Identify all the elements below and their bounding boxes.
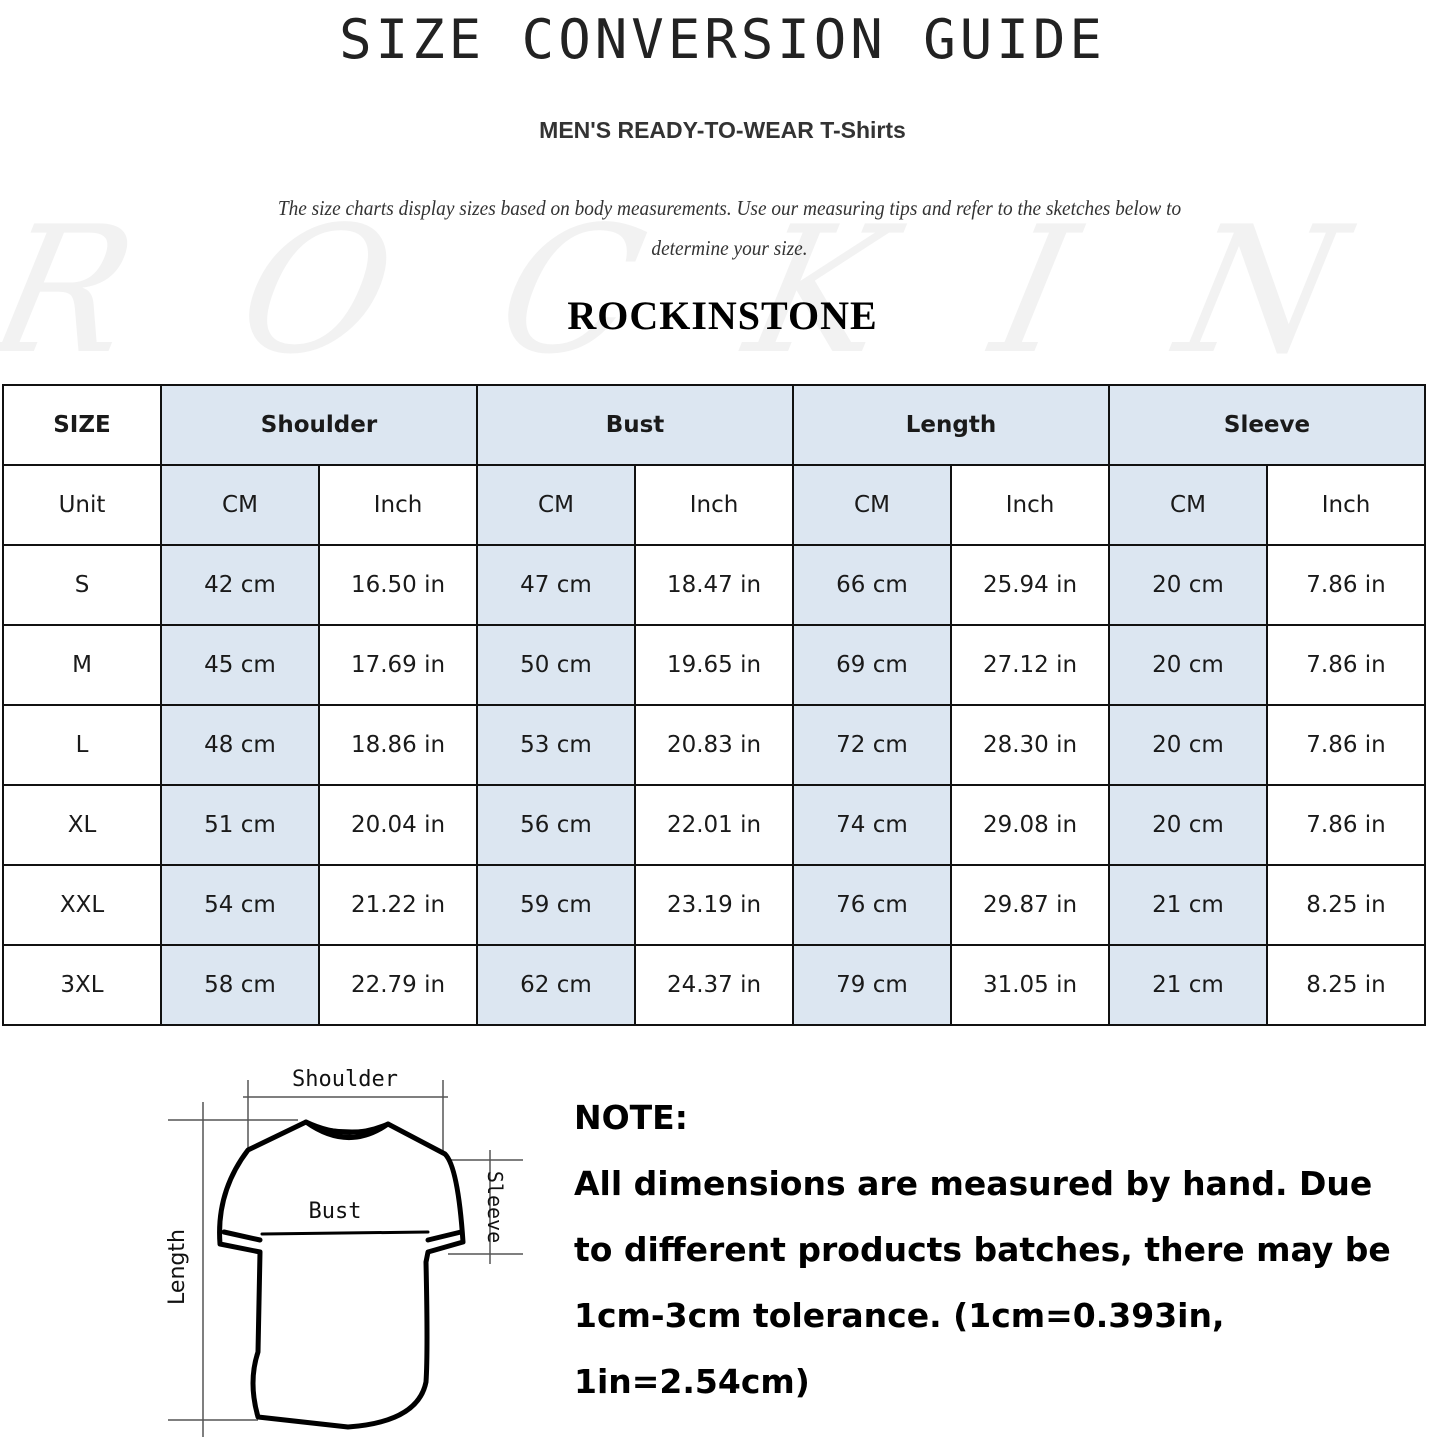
size-table: SIZE Shoulder Bust Length Sleeve Unit CM… [2,384,1426,1026]
bust-cm-cell: 56 cm [476,784,636,866]
unit-row: Unit CM Inch CM Inch CM Inch CM Inch [2,464,1426,546]
size-cell: L [2,704,162,786]
group-header-bust: Bust [476,384,794,466]
length-inch-cell: 29.87 in [950,864,1110,946]
table-row: XL 51 cm 20.04 in 56 cm 22.01 in 74 cm 29.08 i… [2,784,1426,866]
shoulder-cm-cell: 42 cm [160,544,320,626]
size-cell: XL [2,784,162,866]
page-title: SIZE CONVERSION GUIDE [339,8,1106,71]
sleeve-inch-cell: 7.86 in [1266,784,1426,866]
length-inch-cell: 29.08 in [950,784,1110,866]
length-label: Length [165,1229,190,1305]
length-inch-cell: 28.30 in [950,704,1110,786]
shoulder-cm-cell: 48 cm [160,704,320,786]
description: The size charts display sizes based on b… [277,196,1182,260]
sleeve-cm-cell: 20 cm [1108,624,1268,706]
length-inch-cell: 25.94 in [950,544,1110,626]
bust-inch-cell: 24.37 in [634,944,794,1026]
size-header: SIZE [2,384,162,466]
shoulder-inch-cell: 17.69 in [318,624,478,706]
shoulder-inch-cell: 16.50 in [318,544,478,626]
sleeve-inch-cell: 7.86 in [1266,624,1426,706]
sleeve-inch-cell: 7.86 in [1266,704,1426,786]
table-row: S 42 cm 16.50 in 47 cm 18.47 in 66 cm 25.94 in… [2,544,1426,626]
unit-cm: CM [476,464,636,546]
table-row: L 48 cm 18.86 in 53 cm 20.83 in 72 cm 28.30 in… [2,704,1426,786]
shoulder-inch-cell: 22.79 in [318,944,478,1026]
size-cell: XXL [2,864,162,946]
tshirt-measurement-sketch: Shoulder Bust Length Sleeve [148,1052,543,1442]
table-header-row: SIZE Shoulder Bust Length Sleeve [2,384,1426,466]
sleeve-cm-cell: 20 cm [1108,544,1268,626]
sleeve-cm-cell: 20 cm [1108,784,1268,866]
size-cell: M [2,624,162,706]
note-text: All dimensions are measured by hand. Due… [574,1164,1391,1401]
bust-inch-cell: 18.47 in [634,544,794,626]
sleeve-cm-cell: 20 cm [1108,704,1268,786]
unit-inch: Inch [1266,464,1426,546]
note-heading: NOTE: [574,1098,688,1137]
tshirt-icon: Shoulder Bust Length Sleeve [165,1067,523,1437]
size-cell: 3XL [2,944,162,1026]
table-row: XXL 54 cm 21.22 in 59 cm 23.19 in 76 cm 29.87 … [2,864,1426,946]
sleeve-cm-cell: 21 cm [1108,944,1268,1026]
unit-inch: Inch [318,464,478,546]
length-cm-cell: 76 cm [792,864,952,946]
bust-cm-cell: 47 cm [476,544,636,626]
bust-cm-cell: 50 cm [476,624,636,706]
bust-inch-cell: 23.19 in [634,864,794,946]
unit-cm: CM [1108,464,1268,546]
group-header-sleeve: Sleeve [1108,384,1426,466]
length-inch-cell: 27.12 in [950,624,1110,706]
bust-cm-cell: 53 cm [476,704,636,786]
table-row: 3XL 58 cm 22.79 in 62 cm 24.37 in 79 cm 31.05 … [2,944,1426,1026]
bust-inch-cell: 19.65 in [634,624,794,706]
length-cm-cell: 66 cm [792,544,952,626]
brand-name: ROCKINSTONE [567,293,878,338]
shoulder-inch-cell: 18.86 in [318,704,478,786]
bust-cm-cell: 62 cm [476,944,636,1026]
unit-inch: Inch [634,464,794,546]
bust-inch-cell: 20.83 in [634,704,794,786]
sleeve-cm-cell: 21 cm [1108,864,1268,946]
bust-label: Bust [309,1199,362,1224]
length-cm-cell: 74 cm [792,784,952,866]
length-cm-cell: 79 cm [792,944,952,1026]
length-cm-cell: 69 cm [792,624,952,706]
shoulder-cm-cell: 54 cm [160,864,320,946]
unit-inch: Inch [950,464,1110,546]
unit-cm: CM [792,464,952,546]
shoulder-cm-cell: 45 cm [160,624,320,706]
group-header-length: Length [792,384,1110,466]
bust-inch-cell: 22.01 in [634,784,794,866]
sleeve-inch-cell: 8.25 in [1266,944,1426,1026]
shoulder-cm-cell: 51 cm [160,784,320,866]
page-subtitle: MEN'S READY-TO-WEAR T-Shirts [539,117,906,143]
sleeve-inch-cell: 7.86 in [1266,544,1426,626]
shoulder-inch-cell: 21.22 in [318,864,478,946]
note: NOTE: All dimensions are measured by han… [574,1085,1414,1415]
shoulder-inch-cell: 20.04 in [318,784,478,866]
length-inch-cell: 31.05 in [950,944,1110,1026]
unit-cm: CM [160,464,320,546]
shoulder-label: Shoulder [292,1067,398,1092]
unit-header: Unit [2,464,162,546]
sleeve-inch-cell: 8.25 in [1266,864,1426,946]
group-header-shoulder: Shoulder [160,384,478,466]
length-cm-cell: 72 cm [792,704,952,786]
bust-cm-cell: 59 cm [476,864,636,946]
shoulder-cm-cell: 58 cm [160,944,320,1026]
table-row: M 45 cm 17.69 in 50 cm 19.65 in 69 cm 27.12 in… [2,624,1426,706]
sleeve-label: Sleeve [483,1171,507,1243]
size-cell: S [2,544,162,626]
